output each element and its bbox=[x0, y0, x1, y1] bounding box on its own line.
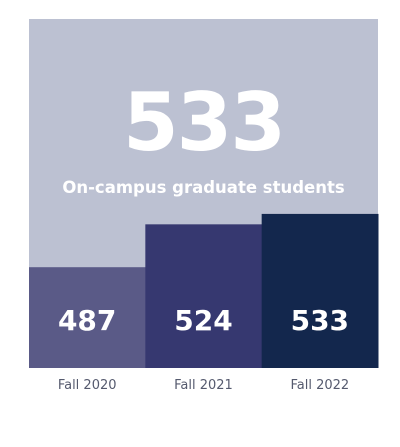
bar-value-label: 487 bbox=[58, 304, 116, 337]
bar-fall-2020 bbox=[29, 267, 146, 368]
bar-fall-2022 bbox=[261, 213, 379, 368]
bar-value-label: 524 bbox=[174, 304, 232, 337]
bar-series: 487 Fall 2020 524 Fall 2021 533 Fall 2022 bbox=[29, 213, 379, 393]
headline-number: 533 bbox=[123, 76, 284, 169]
headline-subtitle: On-campus graduate students bbox=[62, 178, 345, 197]
category-label: Fall 2020 bbox=[58, 378, 117, 393]
bar-value-label: 533 bbox=[291, 304, 349, 337]
category-label: Fall 2021 bbox=[174, 378, 233, 393]
category-label: Fall 2022 bbox=[290, 378, 349, 393]
bar-fall-2021 bbox=[145, 224, 263, 368]
